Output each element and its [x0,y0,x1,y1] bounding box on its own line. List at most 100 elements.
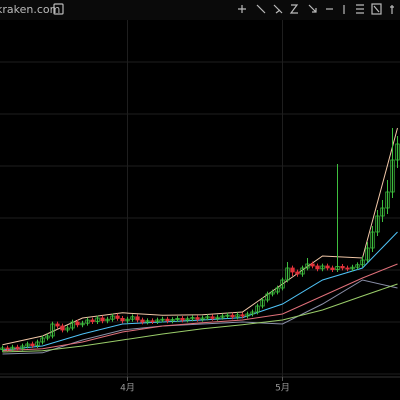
candle-body [70,321,75,329]
candle-body [345,267,350,270]
candle-body [195,317,200,320]
tool-icon-last[interactable] [390,5,394,14]
candle-body [340,265,345,269]
candle-body [285,267,290,281]
candle-body [260,299,265,307]
toolbar-icons [53,3,394,15]
candle-body [185,318,190,321]
candle-body [365,247,370,261]
candle-body [315,265,320,270]
candle-body [140,319,145,323]
candle-body [360,259,365,266]
grid [0,61,400,375]
tool-icon[interactable] [371,3,382,15]
candle-body [275,287,280,293]
candle-body [30,343,35,347]
x-tick-label: 5月 [275,383,290,394]
candle-body [170,319,175,322]
candle-body [145,320,150,323]
indicator-line [2,127,398,346]
candle-body [200,317,205,320]
candle-body [230,314,235,318]
candle-body [190,317,195,320]
candle-body [95,317,100,322]
fib-tool[interactable] [356,4,364,14]
candle-body [265,293,270,301]
candle-body [50,323,55,337]
candle-body [245,313,250,317]
candle-body [65,327,70,331]
zigzag-tool[interactable] [289,4,299,14]
candle-body [35,341,40,346]
toolbar [0,0,400,20]
candle-body [390,159,395,193]
candle-body [110,315,115,320]
site-link[interactable]: kraken.com [0,3,60,16]
line-tool[interactable] [256,4,266,14]
candle-body [115,315,120,319]
candle-body [220,315,225,318]
crosshair-tool[interactable] [238,5,246,13]
candle-body [235,314,240,318]
candle-body [155,319,160,323]
candle-body [330,267,335,271]
candle-body [270,291,275,295]
candle-body [80,322,85,326]
indicator-line [2,263,398,352]
indicator-line [2,283,398,353]
candle-body [160,318,165,321]
candle-body [335,265,340,270]
arrow-tool[interactable] [308,4,317,13]
candle-body [350,266,355,270]
x-tick-label: 4月 [120,383,135,394]
candle-body [40,337,45,343]
candle-body [15,346,20,349]
candle-body [300,267,305,275]
candle-body [320,265,325,270]
candle-body [215,316,220,319]
candle-body [165,318,170,322]
candle-body [150,320,155,323]
candle-body [250,311,255,315]
candle-body [125,318,130,322]
candles [0,128,400,352]
candle-body [20,345,25,349]
candle-body [85,319,90,324]
candle-body [75,321,80,326]
candle-body [180,317,185,321]
candle-body [135,316,140,321]
candle-body [325,265,330,269]
candle-body [10,346,15,350]
candle-body [280,279,285,289]
external-link-icon[interactable] [53,3,64,15]
candle-body [380,207,385,217]
candle-body [120,317,125,322]
candle-body [5,347,10,350]
candle-body [305,263,310,269]
candle-body [60,325,65,331]
candle-body [255,305,260,313]
candle-body [385,191,390,209]
tool-icon-slash [373,5,380,13]
candle-body [370,231,375,249]
candle-body [90,319,95,323]
candle-body [290,267,295,273]
candle-body [25,343,30,347]
lines [2,127,398,355]
candle-body [395,143,400,161]
candle-body [295,271,300,275]
candle-body [55,323,60,327]
candle-body [100,317,105,322]
candle-body [205,316,210,319]
candle-body [175,317,180,320]
candle-body [130,316,135,320]
candle-body [375,215,380,233]
candle-body [0,347,5,351]
x-axis-labels: 4月 5月 [120,377,290,394]
candle-body [225,314,230,317]
ray-tool[interactable] [273,4,283,14]
candle-body [240,314,245,317]
